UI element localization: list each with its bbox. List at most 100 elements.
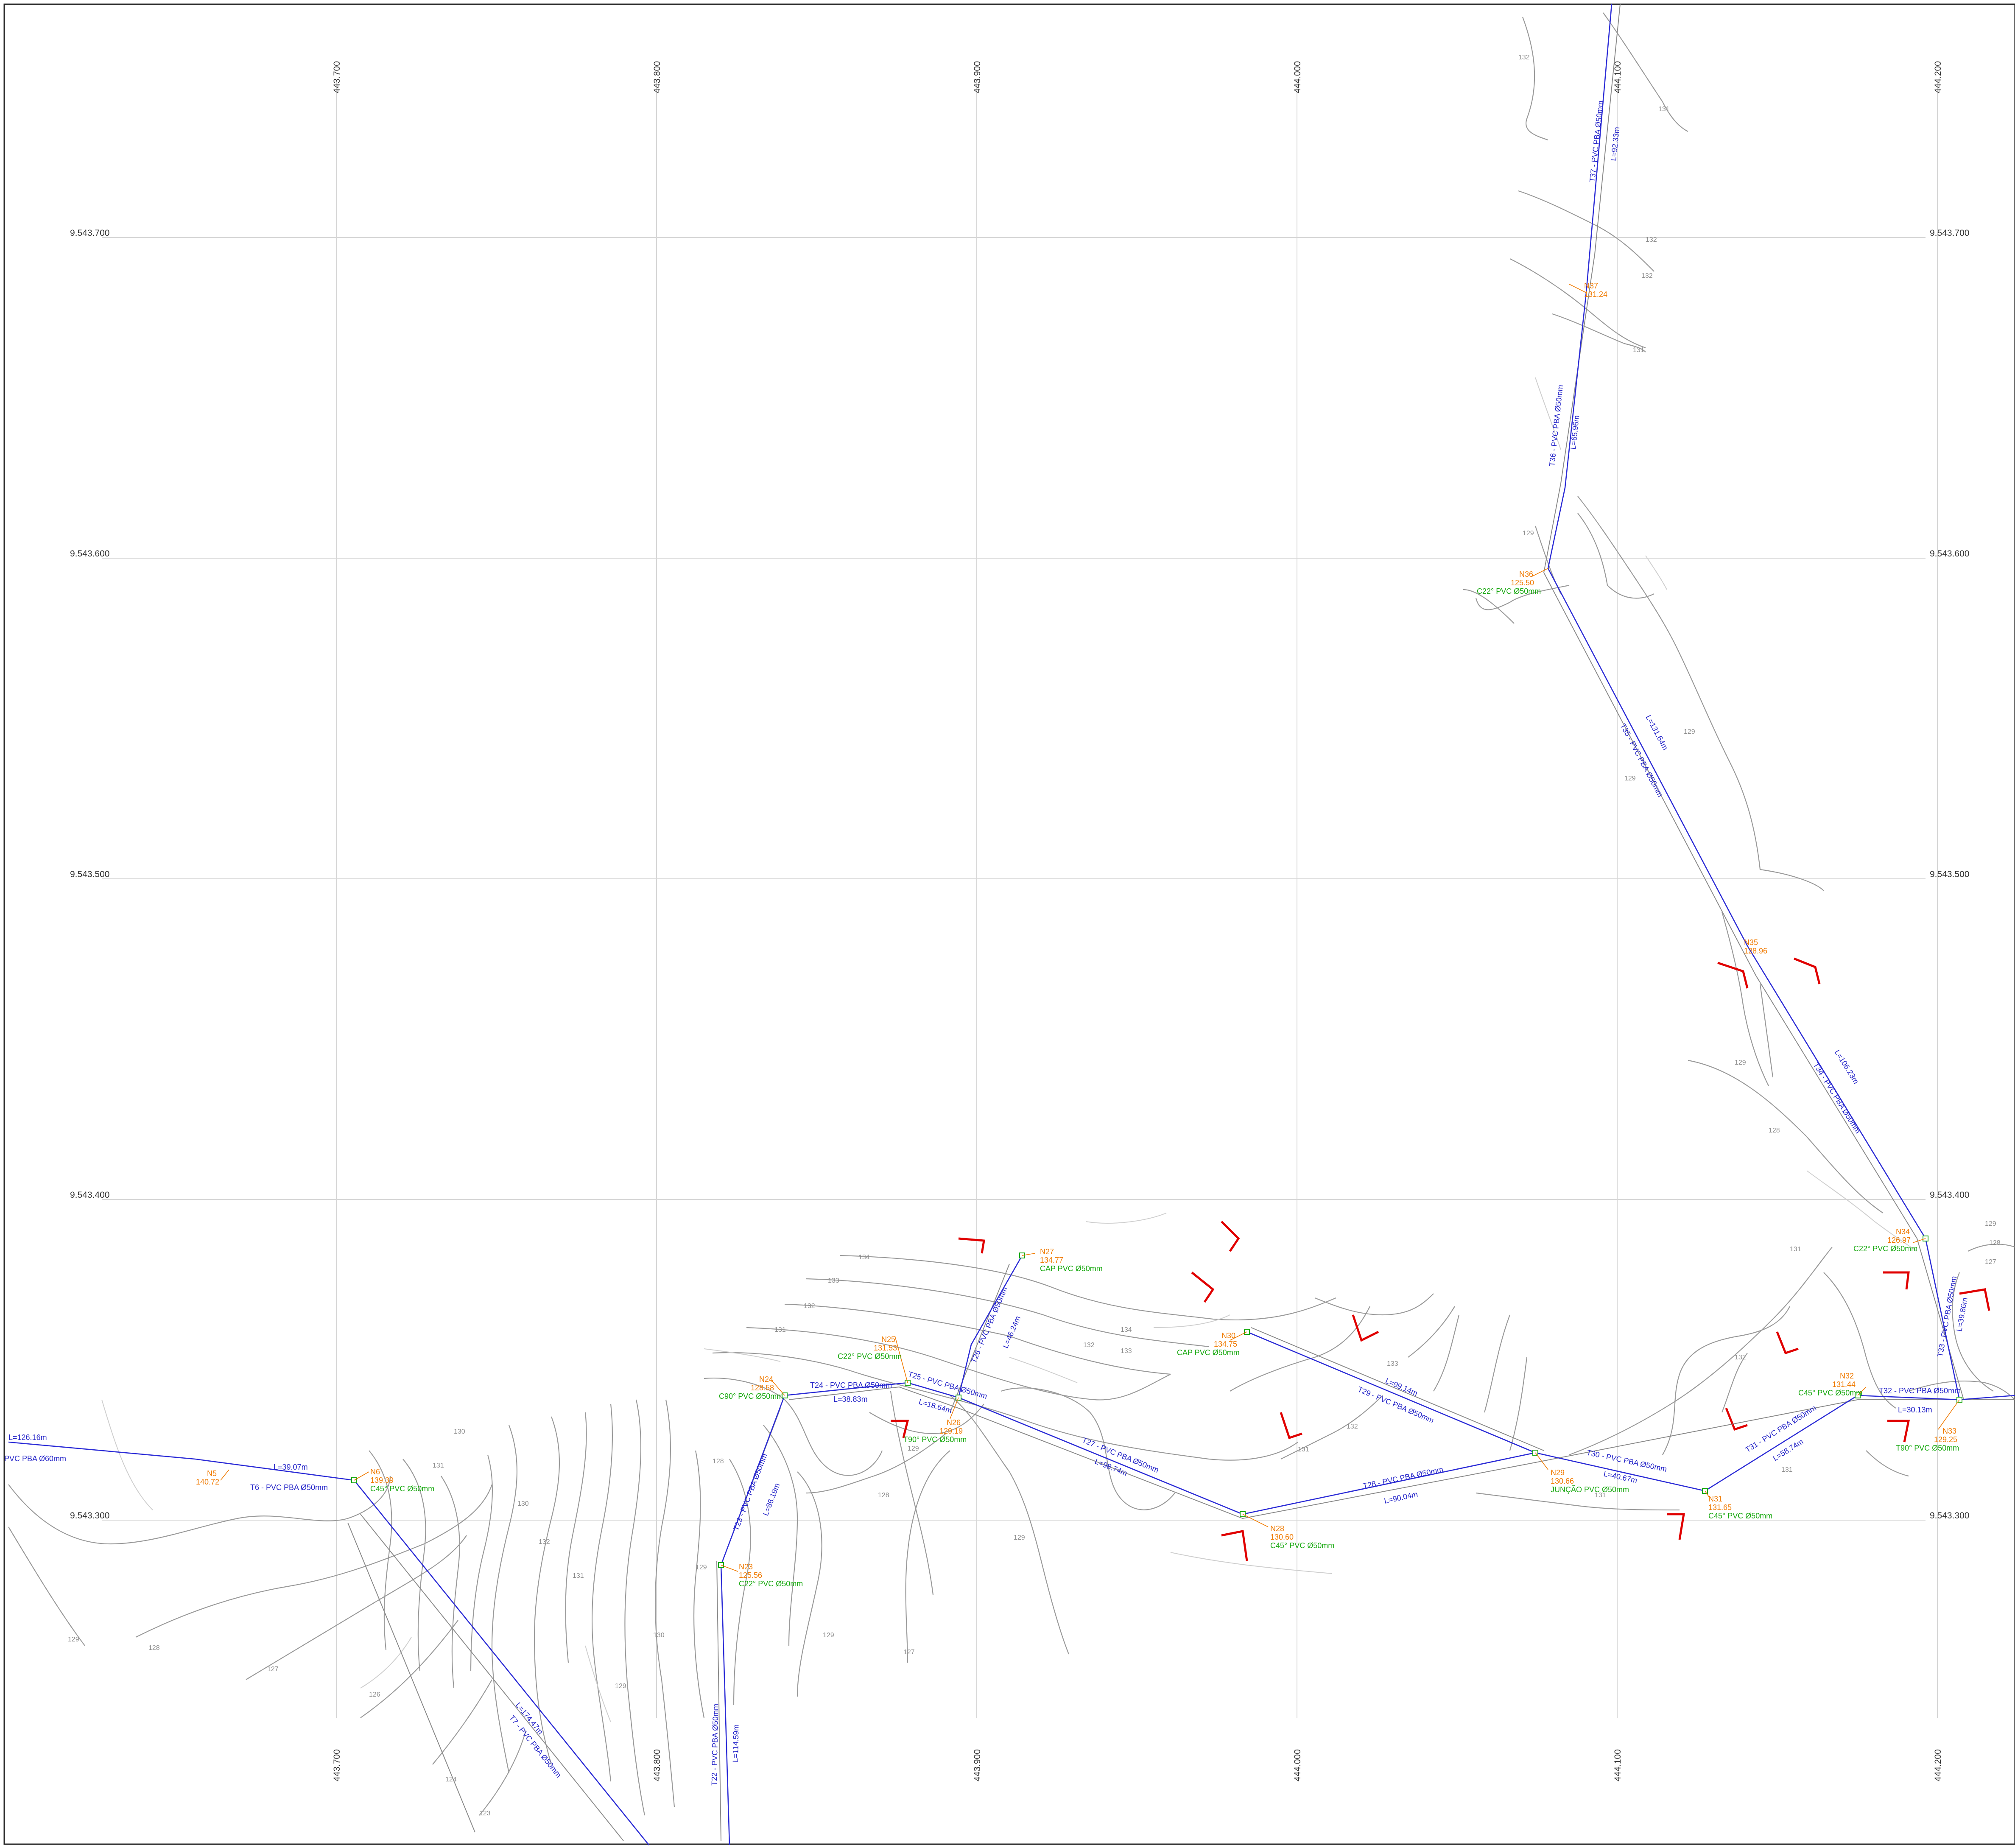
contour-label: 128 [713,1458,724,1465]
pipe-length-label: L=92.33m [1609,126,1621,161]
pipe-length-label: L=65.96m [1569,415,1581,450]
contour-label: 131 [1658,106,1670,113]
grid-x-label-bottom: 443.900 [973,1749,982,1781]
contour-label: 129 [1684,728,1695,735]
grid-labels-top: 443.700 443.800 443.900 444.000 444.100 … [332,61,1943,93]
node-elev-label: 134.77 [1040,1256,1063,1264]
building-icon [1191,1272,1215,1303]
contour-label: 129 [1735,1059,1746,1066]
building-icon [1717,962,1749,989]
contour-label: 123 [479,1810,491,1817]
pipe-length-label: L=39.07m [274,1463,308,1471]
contour-label: 129 [68,1636,79,1643]
map-frame [3,3,2015,1845]
building-icon [1280,1412,1302,1440]
contour-label: 131 [1790,1246,1801,1253]
contour-label: 132 [804,1303,815,1310]
contour-label: 128 [1769,1127,1780,1134]
pipe-T27 [958,1397,1243,1515]
grid-x-label-top: 443.900 [973,61,982,93]
node-id-label: N5 [207,1469,217,1478]
node-fitting-label: C45° PVC Ø50mm [370,1485,434,1493]
pipe-length-label: L=106.23m [1833,1048,1861,1085]
pipe-name-label: T36 - PVC PBA Ø50mm [1548,384,1565,467]
contour-label: 127 [1985,1258,1996,1266]
contour-label: 131 [1633,347,1644,354]
pipe-length-label: L=131.64m [1644,713,1669,751]
contour-label: 129 [696,1564,707,1571]
node-elev-label: 134.75 [1214,1340,1237,1348]
node-id-label: N35 [1744,938,1758,947]
pipe-T33 [1925,1238,1960,1400]
pipe-length-label: L=46.24m [1001,1315,1022,1350]
contour-label: 132 [1347,1423,1358,1430]
node-elev-label: 131.24 [1584,290,1607,299]
pipe-length-label: L=38.83m [833,1395,868,1403]
pipe-T36 [1547,292,1587,569]
node-fitting-label: T90° PVC Ø50mm [903,1435,967,1444]
pipe-name-label: T31 - PVC PBA Ø50mm [1744,1403,1818,1454]
contour-label: 133 [828,1277,839,1284]
node-fitting-label: CAP PVC Ø50mm [1177,1348,1240,1357]
pipe-name-label: T25 - PVC PBA Ø50mm [907,1370,988,1401]
grid-x-label-top: 443.700 [332,61,342,93]
water-pipes [8,4,2015,1845]
pipe-T6 [8,1441,355,1481]
pipe-T35 [1547,568,1748,946]
building-icon [1221,1221,1240,1252]
node-id-label: N28 [1270,1524,1284,1533]
pipe-T25 [907,1382,959,1398]
node-elev-label: 125.50 [1511,579,1534,587]
contour-label: 131 [774,1326,786,1334]
pipe-name-label: T28 - PVC PBA Ø50mm [1362,1465,1444,1490]
node-elev-label: 130.60 [1270,1533,1294,1541]
node-elev-label: 130.66 [1551,1477,1574,1485]
contour-label: 129 [908,1445,919,1452]
contour-label: 127 [903,1649,915,1656]
grid-x-label-top: 444.100 [1613,61,1623,93]
node-fitting-label: C45° PVC Ø50mm [1270,1541,1334,1550]
contour-label: 126 [369,1691,380,1698]
building-icon [958,1237,985,1254]
contour-label: 129 [1523,530,1534,537]
node-id-label: N6 [370,1468,380,1476]
contour-label: 132 [1641,272,1653,280]
contour-label: 132 [539,1538,550,1546]
node-fitting-label: C45° PVC Ø50mm [1708,1512,1772,1520]
grid-y-label-left: 9.543.300 [70,1511,109,1521]
pipe-T29 [1246,1331,1536,1454]
contour-label: 132 [1735,1354,1746,1361]
node-elev-label: 126.97 [1887,1236,1911,1244]
pipe-length-label: L=126.16m [8,1433,47,1442]
building-icon [1221,1530,1248,1561]
node-elev-label: 140.72 [196,1478,219,1486]
node-fitting-label: C22° PVC Ø50mm [1853,1244,1917,1253]
pipe-T37 [1585,4,1613,293]
pipe-T7 [353,1480,650,1845]
grid-y-label-left: 9.543.700 [70,228,109,238]
node-fitting-label: C22° PVC Ø50mm [838,1352,902,1361]
contour-label: 129 [823,1632,834,1639]
contour-label: 124 [445,1776,457,1783]
contour-label: 131 [1595,1492,1606,1499]
contour-label: 129 [1014,1534,1025,1541]
node-fitting-label: C45° PVC Ø50mm [1798,1389,1862,1397]
pipe-name-label: T22 - PVC PBA Ø50mm [710,1704,720,1786]
node-id-label: N24 [759,1375,773,1384]
node-id-label: N37 [1584,282,1598,290]
grid-y-label-left: 9.543.400 [70,1190,109,1200]
node-elev-label: 131.53 [874,1344,897,1352]
pipe-corridor [347,4,2015,1841]
node-elev-label: 128.58 [751,1384,774,1392]
node-fitting-label: C22° PVC Ø50mm [1477,587,1541,595]
node-id-label: N31 [1708,1495,1722,1503]
pipe-length-label: L=86.19m [761,1482,782,1517]
node-id-label: N27 [1040,1247,1054,1256]
contour-label: 131 [573,1572,584,1580]
pipe-length-label: L=90.04m [1383,1490,1419,1505]
contour-label: 128 [878,1492,889,1499]
node-elev-label: 131.65 [1708,1503,1732,1512]
pipe-length-label: L=58.74m [1772,1437,1805,1463]
node-elev-label: 139.39 [370,1476,394,1485]
node-id-label: N32 [1840,1372,1854,1380]
